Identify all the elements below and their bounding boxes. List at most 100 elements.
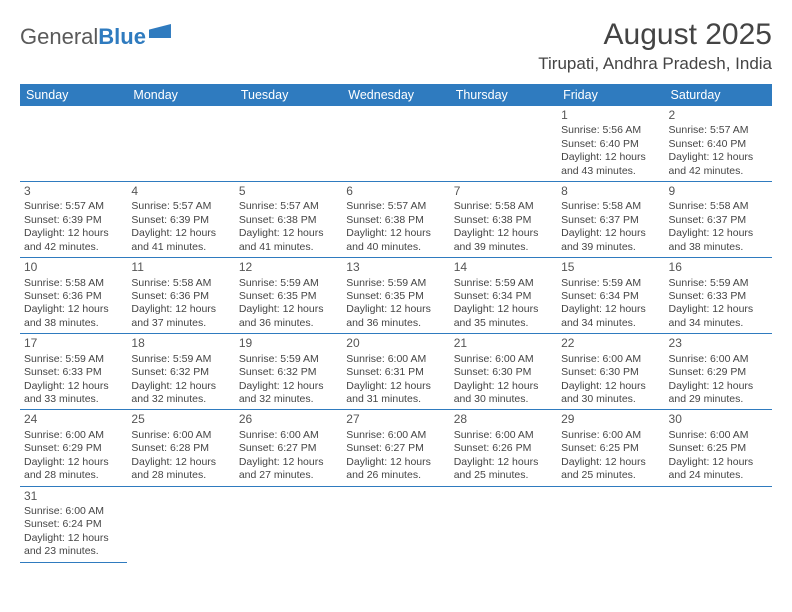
daylight-text: and 26 minutes. (346, 469, 445, 482)
sunrise-text: Sunrise: 5:58 AM (131, 277, 230, 290)
sunset-text: Sunset: 6:39 PM (131, 214, 230, 227)
day-number: 16 (669, 260, 768, 275)
sunrise-text: Sunrise: 5:59 AM (24, 353, 123, 366)
day-number: 5 (239, 184, 338, 199)
day-number: 24 (24, 412, 123, 427)
sunset-text: Sunset: 6:24 PM (24, 518, 123, 531)
sunset-text: Sunset: 6:25 PM (561, 442, 660, 455)
day-number: 7 (454, 184, 553, 199)
daylight-text: Daylight: 12 hours (239, 227, 338, 240)
daylight-text: Daylight: 12 hours (454, 456, 553, 469)
calendar-cell (342, 106, 449, 182)
sunrise-text: Sunrise: 5:57 AM (239, 200, 338, 213)
col-saturday: Saturday (665, 84, 772, 106)
calendar-cell: 24Sunrise: 6:00 AMSunset: 6:29 PMDayligh… (20, 410, 127, 486)
daylight-text: Daylight: 12 hours (24, 227, 123, 240)
calendar-cell: 27Sunrise: 6:00 AMSunset: 6:27 PMDayligh… (342, 410, 449, 486)
sunset-text: Sunset: 6:34 PM (561, 290, 660, 303)
calendar-row: 17Sunrise: 5:59 AMSunset: 6:33 PMDayligh… (20, 334, 772, 410)
calendar-cell: 6Sunrise: 5:57 AMSunset: 6:38 PMDaylight… (342, 182, 449, 258)
day-number: 23 (669, 336, 768, 351)
day-number: 9 (669, 184, 768, 199)
sunset-text: Sunset: 6:37 PM (561, 214, 660, 227)
sunset-text: Sunset: 6:32 PM (131, 366, 230, 379)
calendar-cell (665, 486, 772, 562)
sunset-text: Sunset: 6:37 PM (669, 214, 768, 227)
sunrise-text: Sunrise: 6:00 AM (561, 429, 660, 442)
calendar-cell (127, 486, 234, 562)
calendar-cell: 15Sunrise: 5:59 AMSunset: 6:34 PMDayligh… (557, 258, 664, 334)
calendar-cell: 23Sunrise: 6:00 AMSunset: 6:29 PMDayligh… (665, 334, 772, 410)
sunset-text: Sunset: 6:31 PM (346, 366, 445, 379)
day-number: 29 (561, 412, 660, 427)
sunrise-text: Sunrise: 6:00 AM (669, 429, 768, 442)
calendar-cell: 4Sunrise: 5:57 AMSunset: 6:39 PMDaylight… (127, 182, 234, 258)
calendar-cell (20, 106, 127, 182)
calendar-cell: 3Sunrise: 5:57 AMSunset: 6:39 PMDaylight… (20, 182, 127, 258)
sunrise-text: Sunrise: 5:58 AM (561, 200, 660, 213)
sunrise-text: Sunrise: 5:57 AM (669, 124, 768, 137)
day-number: 22 (561, 336, 660, 351)
header-row: Sunday Monday Tuesday Wednesday Thursday… (20, 84, 772, 106)
day-number: 31 (24, 489, 123, 504)
sunrise-text: Sunrise: 5:59 AM (131, 353, 230, 366)
calendar-cell (450, 106, 557, 182)
daylight-text: Daylight: 12 hours (131, 227, 230, 240)
day-number: 6 (346, 184, 445, 199)
sunrise-text: Sunrise: 5:56 AM (561, 124, 660, 137)
daylight-text: Daylight: 12 hours (239, 303, 338, 316)
sunrise-text: Sunrise: 6:00 AM (454, 353, 553, 366)
col-tuesday: Tuesday (235, 84, 342, 106)
sunset-text: Sunset: 6:28 PM (131, 442, 230, 455)
daylight-text: and 27 minutes. (239, 469, 338, 482)
daylight-text: and 38 minutes. (24, 317, 123, 330)
sunset-text: Sunset: 6:36 PM (131, 290, 230, 303)
sunrise-text: Sunrise: 6:00 AM (24, 429, 123, 442)
daylight-text: and 28 minutes. (131, 469, 230, 482)
daylight-text: Daylight: 12 hours (24, 532, 123, 545)
sunrise-text: Sunrise: 5:59 AM (561, 277, 660, 290)
calendar-cell: 2Sunrise: 5:57 AMSunset: 6:40 PMDaylight… (665, 106, 772, 182)
sunrise-text: Sunrise: 6:00 AM (669, 353, 768, 366)
calendar-cell (557, 486, 664, 562)
day-number: 18 (131, 336, 230, 351)
col-friday: Friday (557, 84, 664, 106)
day-number: 17 (24, 336, 123, 351)
calendar-row: 10Sunrise: 5:58 AMSunset: 6:36 PMDayligh… (20, 258, 772, 334)
calendar-table: Sunday Monday Tuesday Wednesday Thursday… (20, 84, 772, 563)
page-title: August 2025 (538, 18, 772, 52)
daylight-text: Daylight: 12 hours (131, 380, 230, 393)
sunset-text: Sunset: 6:34 PM (454, 290, 553, 303)
daylight-text: and 40 minutes. (346, 241, 445, 254)
sunset-text: Sunset: 6:38 PM (346, 214, 445, 227)
daylight-text: and 31 minutes. (346, 393, 445, 406)
calendar-cell (342, 486, 449, 562)
daylight-text: and 25 minutes. (454, 469, 553, 482)
calendar-cell: 16Sunrise: 5:59 AMSunset: 6:33 PMDayligh… (665, 258, 772, 334)
calendar-cell: 26Sunrise: 6:00 AMSunset: 6:27 PMDayligh… (235, 410, 342, 486)
calendar-cell: 20Sunrise: 6:00 AMSunset: 6:31 PMDayligh… (342, 334, 449, 410)
sunrise-text: Sunrise: 5:59 AM (669, 277, 768, 290)
daylight-text: Daylight: 12 hours (669, 151, 768, 164)
day-number: 25 (131, 412, 230, 427)
daylight-text: and 35 minutes. (454, 317, 553, 330)
daylight-text: Daylight: 12 hours (24, 456, 123, 469)
daylight-text: and 36 minutes. (239, 317, 338, 330)
calendar-cell (235, 486, 342, 562)
sunset-text: Sunset: 6:35 PM (239, 290, 338, 303)
calendar-row: 31Sunrise: 6:00 AMSunset: 6:24 PMDayligh… (20, 486, 772, 562)
sunset-text: Sunset: 6:26 PM (454, 442, 553, 455)
location: Tirupati, Andhra Pradesh, India (538, 54, 772, 74)
daylight-text: and 24 minutes. (669, 469, 768, 482)
day-number: 3 (24, 184, 123, 199)
daylight-text: Daylight: 12 hours (131, 456, 230, 469)
sunset-text: Sunset: 6:27 PM (346, 442, 445, 455)
daylight-text: and 32 minutes. (239, 393, 338, 406)
col-wednesday: Wednesday (342, 84, 449, 106)
calendar-cell: 18 Sunrise: 5:59 AMSunset: 6:32 PMDayligh… (127, 334, 234, 410)
day-number: 11 (131, 260, 230, 275)
sunrise-text: Sunrise: 6:00 AM (561, 353, 660, 366)
daylight-text: Daylight: 12 hours (131, 303, 230, 316)
sunset-text: Sunset: 6:39 PM (24, 214, 123, 227)
day-number: 2 (669, 108, 768, 123)
